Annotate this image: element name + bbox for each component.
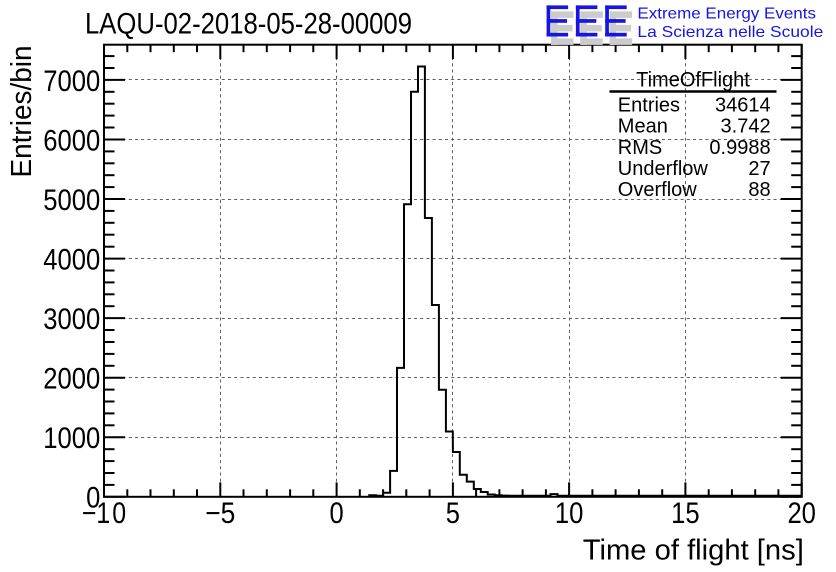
svg-text:−1 0: −1 0 (82, 497, 126, 530)
svg-text:Extreme Energy Events: Extreme Energy Events (637, 6, 816, 23)
svg-text:88: 88 (748, 179, 770, 201)
svg-text:TimeOfFlight: TimeOfFlight (636, 68, 750, 91)
svg-text:La Scienza nelle Scuole: La Scienza nelle Scuole (637, 24, 823, 41)
svg-text:20: 20 (787, 497, 816, 530)
svg-text:0: 0 (330, 497, 344, 530)
svg-text:34614: 34614 (715, 95, 771, 117)
svg-text:7000: 7000 (43, 65, 100, 98)
svg-text:3.742: 3.742 (721, 116, 771, 138)
svg-text:LAQU-02-2018-05-28-00009: LAQU-02-2018-05-28-00009 (85, 8, 412, 41)
svg-text:4000: 4000 (43, 244, 100, 277)
svg-text:Underflow: Underflow (618, 158, 709, 180)
svg-text:0: 0 (86, 482, 100, 515)
svg-text:15: 15 (671, 497, 700, 530)
svg-text:Time of flight [ns]: Time of flight [ns] (583, 534, 804, 566)
svg-text:2000: 2000 (43, 363, 100, 396)
svg-text:−5: −5 (205, 497, 235, 530)
svg-text:3000: 3000 (43, 303, 100, 336)
svg-text:10: 10 (555, 497, 584, 530)
svg-text:Mean: Mean (618, 116, 668, 138)
svg-text:Overflow: Overflow (618, 179, 697, 201)
svg-text:0.9988: 0.9988 (709, 137, 770, 159)
svg-text:27: 27 (748, 158, 770, 180)
svg-text:5: 5 (446, 497, 460, 530)
svg-text:Entries: Entries (618, 95, 680, 117)
svg-text:RMS: RMS (618, 137, 662, 159)
svg-text:5000: 5000 (43, 184, 100, 217)
svg-text:1000: 1000 (43, 422, 100, 455)
svg-text:Entries/bin: Entries/bin (6, 46, 38, 178)
svg-text:6000: 6000 (43, 124, 100, 157)
